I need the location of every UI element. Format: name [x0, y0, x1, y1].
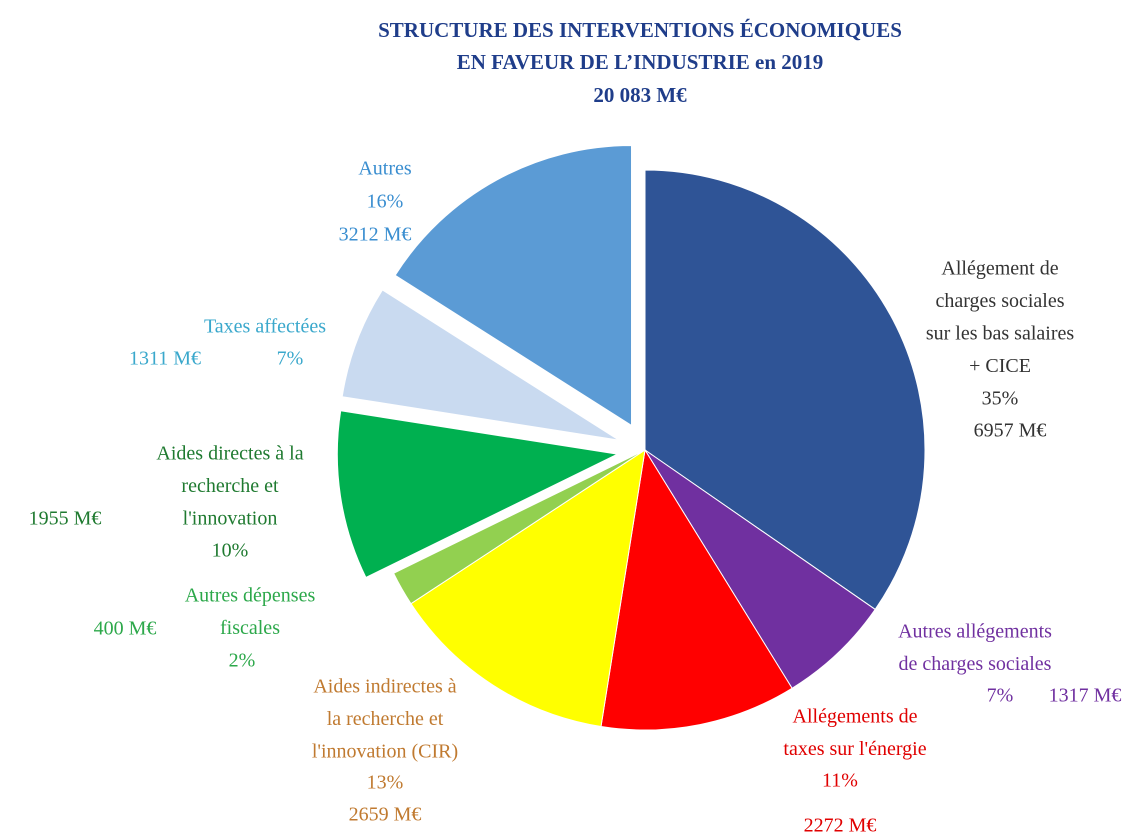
- percent-label: 11%: [822, 770, 858, 792]
- slice-label: taxes sur l'énergie: [783, 738, 926, 760]
- pie-slice: [600, 448, 793, 731]
- percent-label: 13%: [367, 772, 404, 794]
- slice-label: de charges sociales: [899, 653, 1052, 675]
- pie-slice: [394, 144, 633, 427]
- slice-label: Autres dépenses: [185, 585, 316, 607]
- percent-label: 16%: [367, 191, 404, 213]
- percent-label: 2%: [229, 650, 256, 672]
- slice-label: fiscales: [220, 617, 280, 639]
- slice-label: charges sociales: [935, 290, 1064, 312]
- pie-slice: [644, 169, 926, 611]
- slice-label: la recherche et: [327, 708, 444, 730]
- slice-label: Autres: [358, 158, 412, 180]
- pie-slice: [336, 410, 619, 579]
- value-label: 1311 M€: [129, 348, 201, 370]
- slice-label: Autres allégements: [898, 621, 1052, 643]
- value-label: 6957 M€: [974, 420, 1047, 442]
- percent-label: 10%: [212, 540, 249, 562]
- pie-slice: [392, 449, 646, 605]
- slice-label: l'innovation: [183, 508, 278, 530]
- slice-label: Aides indirectes à: [313, 676, 456, 698]
- percent-label: 35%: [982, 388, 1019, 410]
- slice-label: l'innovation (CIR): [312, 741, 458, 763]
- pie-slice: [410, 448, 646, 728]
- slice-label: Allégements de: [793, 706, 918, 728]
- slice-label: Taxes affectées: [204, 316, 326, 338]
- value-label: 2659 M€: [349, 804, 422, 826]
- slice-label: Aides directes à la: [156, 443, 303, 465]
- value-label: 2272 M€: [804, 815, 877, 837]
- value-label: 3212 M€: [339, 224, 412, 246]
- slice-label: + CICE: [969, 355, 1031, 377]
- slice-label: Allégement de: [941, 258, 1058, 280]
- percent-label: 7%: [987, 685, 1014, 707]
- chart-title: 20 083 M€: [593, 83, 687, 107]
- pie-slice: [644, 449, 876, 689]
- value-label: 1317 M€: [1049, 685, 1122, 707]
- value-label: 400 M€: [94, 618, 157, 640]
- chart-title: EN FAVEUR DE L’INDUSTRIE en 2019: [457, 50, 824, 74]
- value-label: 1955 M€: [29, 508, 102, 530]
- chart-title: STRUCTURE DES INTERVENTIONS ÉCONOMIQUES: [378, 18, 902, 42]
- percent-label: 7%: [277, 348, 304, 370]
- slice-label: sur les bas salaires: [926, 323, 1075, 345]
- slice-label: recherche et: [181, 475, 279, 497]
- pie-slice: [341, 289, 620, 441]
